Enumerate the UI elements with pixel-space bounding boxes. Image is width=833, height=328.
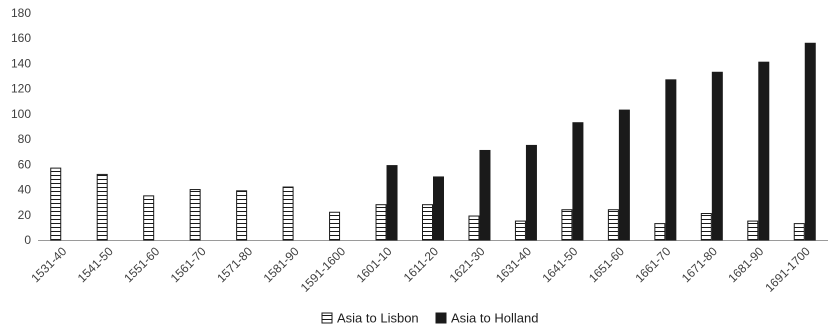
y-tick-label: 0 <box>24 233 31 247</box>
legend-swatch <box>321 312 333 324</box>
bar-asia-to-lisbon <box>747 220 759 241</box>
legend-item-asia-to-lisbon: Asia to Lisbon <box>321 311 419 326</box>
legend: Asia to Lisbon Asia to Holland <box>321 311 538 326</box>
bar-asia-to-lisbon <box>422 204 433 241</box>
legend-label: Asia to Holland <box>451 311 538 326</box>
bar-asia-to-lisbon <box>514 220 526 241</box>
x-tick-label: 1671-80 <box>679 244 720 285</box>
y-tick-labels: 0 20 40 60 80 100 120 140 160 180 <box>11 6 31 247</box>
x-tick-label: 1531-40 <box>28 244 69 285</box>
bar-asia-to-lisbon <box>654 223 666 241</box>
x-tick-label: 1571-80 <box>214 244 255 285</box>
bar-asia-to-holland <box>572 122 584 241</box>
y-tick-label: 120 <box>11 82 31 96</box>
x-tick-labels: 1531-40 1541-50 1551-60 1561-70 1571-80 1581-… <box>28 244 813 295</box>
y-tick-label: 180 <box>11 6 31 20</box>
bar-asia-to-holland <box>433 176 444 241</box>
x-tick-label: 1591-1600 <box>298 244 349 295</box>
legend-swatch <box>435 312 447 324</box>
x-tick-label: 1631-40 <box>493 244 534 285</box>
y-tick-label: 60 <box>18 157 32 171</box>
x-tick-label: 1691-1700 <box>762 244 813 295</box>
y-tick-label: 80 <box>18 132 32 146</box>
bar-asia-to-lisbon <box>375 204 387 241</box>
y-tick-label: 140 <box>11 56 31 70</box>
x-tick-label: 1541-50 <box>75 244 116 285</box>
bar-asia-to-lisbon <box>143 195 155 241</box>
y-tick-label: 40 <box>18 183 32 197</box>
bars <box>50 42 816 241</box>
bar-asia-to-holland <box>758 61 770 241</box>
x-tick-label: 1681-90 <box>725 244 766 285</box>
bar-asia-to-lisbon <box>793 223 805 241</box>
x-tick-label: 1651-60 <box>586 244 627 285</box>
x-tick-label: 1661-70 <box>632 244 673 285</box>
x-tick-label: 1611-20 <box>401 244 442 285</box>
bar-asia-to-holland <box>479 149 491 241</box>
bar-asia-to-lisbon <box>700 213 712 241</box>
bar-asia-to-lisbon <box>607 209 619 241</box>
x-tick-label: 1641-50 <box>539 244 580 285</box>
bar-asia-to-lisbon <box>50 167 62 241</box>
legend-label: Asia to Lisbon <box>337 311 419 326</box>
x-tick-label: 1551-60 <box>121 244 162 285</box>
bar-asia-to-holland <box>665 79 677 241</box>
x-tick-label: 1601-10 <box>354 244 395 285</box>
x-tick-label: 1581-90 <box>261 244 302 285</box>
bar-asia-to-holland <box>711 71 723 241</box>
bar-asia-to-lisbon <box>468 215 480 241</box>
bar-asia-to-holland <box>618 109 630 241</box>
y-tick-label: 160 <box>11 31 31 45</box>
bar-asia-to-lisbon <box>189 189 201 241</box>
bar-asia-to-lisbon <box>329 211 341 241</box>
bar-asia-to-lisbon <box>236 190 248 241</box>
bar-asia-to-lisbon <box>96 173 108 241</box>
legend-item-asia-to-holland: Asia to Holland <box>435 311 538 326</box>
bar-asia-to-holland <box>386 165 398 241</box>
bar-asia-to-holland <box>804 42 816 241</box>
y-tick-label: 100 <box>11 107 31 121</box>
bar-asia-to-lisbon <box>561 209 573 241</box>
bar-asia-to-lisbon <box>282 186 294 241</box>
bar-asia-to-holland <box>525 144 537 241</box>
y-tick-label: 20 <box>18 208 32 222</box>
x-tick-label: 1621-30 <box>447 244 488 285</box>
x-tick-label: 1561-70 <box>168 244 209 285</box>
